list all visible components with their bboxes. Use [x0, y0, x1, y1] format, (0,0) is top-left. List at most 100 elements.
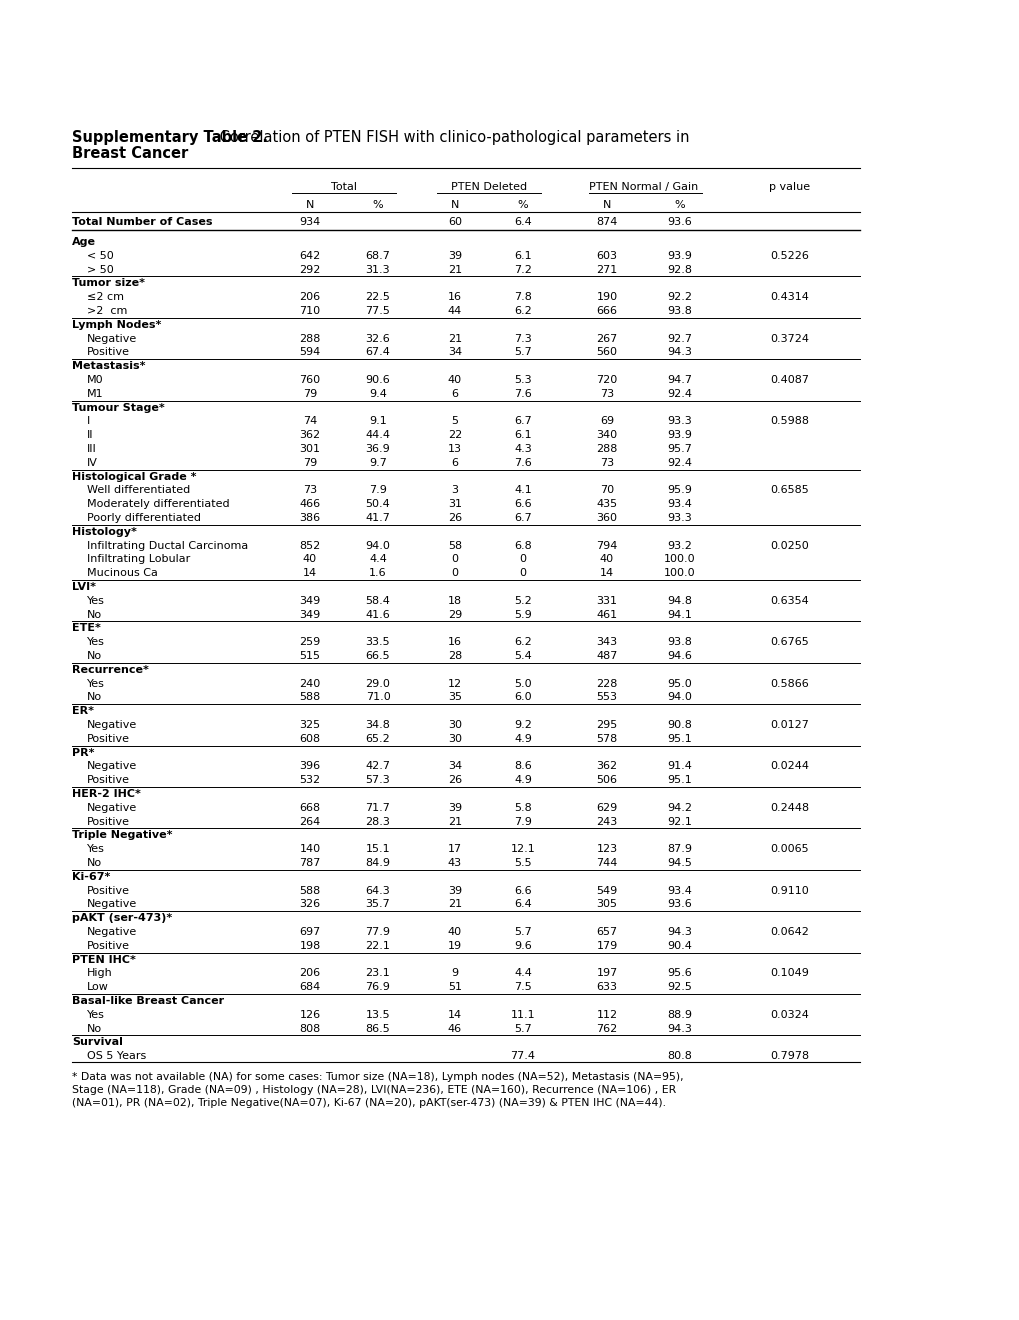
- Text: 5.7: 5.7: [514, 927, 531, 937]
- Text: 762: 762: [596, 1023, 618, 1034]
- Text: 93.6: 93.6: [667, 899, 692, 909]
- Text: 6.6: 6.6: [514, 886, 531, 895]
- Text: 43: 43: [447, 858, 462, 869]
- Text: Negative: Negative: [87, 762, 138, 771]
- Text: 386: 386: [300, 513, 320, 523]
- Text: 12: 12: [447, 678, 462, 689]
- Text: 1.6: 1.6: [369, 568, 386, 578]
- Text: Triple Negative*: Triple Negative*: [72, 830, 172, 841]
- Text: 87.9: 87.9: [666, 845, 692, 854]
- Text: 787: 787: [299, 858, 320, 869]
- Text: 74: 74: [303, 416, 317, 426]
- Text: 14: 14: [447, 1010, 462, 1020]
- Text: 93.3: 93.3: [667, 513, 692, 523]
- Text: 4.9: 4.9: [514, 775, 532, 785]
- Text: 0.0324: 0.0324: [769, 1010, 809, 1020]
- Text: 21: 21: [447, 264, 462, 275]
- Text: 94.3: 94.3: [666, 927, 692, 937]
- Text: 179: 179: [596, 941, 618, 950]
- Text: 6.1: 6.1: [514, 430, 531, 440]
- Text: Moderately differentiated: Moderately differentiated: [87, 499, 229, 510]
- Text: 874: 874: [596, 216, 618, 227]
- Text: Negative: Negative: [87, 334, 138, 343]
- Text: 40: 40: [447, 927, 462, 937]
- Text: 608: 608: [300, 734, 320, 743]
- Text: 0: 0: [519, 554, 526, 565]
- Text: 5: 5: [451, 416, 459, 426]
- Text: 7.2: 7.2: [514, 264, 532, 275]
- Text: 94.3: 94.3: [666, 1023, 692, 1034]
- Text: 6.4: 6.4: [514, 899, 531, 909]
- Text: M1: M1: [87, 389, 104, 399]
- Text: Yes: Yes: [87, 845, 105, 854]
- Text: 70: 70: [599, 486, 613, 495]
- Text: 7.9: 7.9: [514, 817, 532, 826]
- Text: 126: 126: [300, 1010, 320, 1020]
- Text: 7.8: 7.8: [514, 292, 532, 302]
- Text: 6.6: 6.6: [514, 499, 531, 510]
- Text: 206: 206: [300, 969, 320, 978]
- Text: 603: 603: [596, 251, 616, 261]
- Text: III: III: [87, 444, 97, 454]
- Text: 7.6: 7.6: [514, 389, 531, 399]
- Text: 77.9: 77.9: [365, 927, 390, 937]
- Text: 42.7: 42.7: [365, 762, 390, 771]
- Text: 588: 588: [300, 693, 320, 702]
- Text: 68.7: 68.7: [365, 251, 390, 261]
- Text: 697: 697: [300, 927, 320, 937]
- Text: 86.5: 86.5: [365, 1023, 390, 1034]
- Text: 30: 30: [447, 734, 462, 743]
- Text: 28.3: 28.3: [365, 817, 390, 826]
- Text: 93.8: 93.8: [666, 638, 692, 647]
- Text: 34: 34: [447, 762, 462, 771]
- Text: 33.5: 33.5: [366, 638, 390, 647]
- Text: 91.4: 91.4: [666, 762, 692, 771]
- Text: Correlation of PTEN FISH with clinico-pathological parameters in: Correlation of PTEN FISH with clinico-pa…: [215, 129, 689, 145]
- Text: Negative: Negative: [87, 899, 138, 909]
- Text: 0.9110: 0.9110: [770, 886, 809, 895]
- Text: 50.4: 50.4: [365, 499, 390, 510]
- Text: N: N: [602, 201, 610, 210]
- Text: p value: p value: [768, 182, 810, 191]
- Text: 325: 325: [300, 719, 320, 730]
- Text: 92.1: 92.1: [666, 817, 692, 826]
- Text: No: No: [87, 610, 102, 619]
- Text: 5.7: 5.7: [514, 1023, 531, 1034]
- Text: 64.3: 64.3: [365, 886, 390, 895]
- Text: 32.6: 32.6: [365, 334, 390, 343]
- Text: 21: 21: [447, 817, 462, 826]
- Text: 4.4: 4.4: [514, 969, 532, 978]
- Text: 506: 506: [596, 775, 616, 785]
- Text: 26: 26: [447, 775, 462, 785]
- Text: 4.1: 4.1: [514, 486, 531, 495]
- Text: 31: 31: [447, 499, 462, 510]
- Text: II: II: [87, 430, 94, 440]
- Text: 0.3724: 0.3724: [769, 334, 809, 343]
- Text: %: %: [372, 201, 383, 210]
- Text: ER*: ER*: [72, 706, 94, 717]
- Text: 94.0: 94.0: [365, 541, 390, 550]
- Text: 5.9: 5.9: [514, 610, 531, 619]
- Text: 360: 360: [596, 513, 616, 523]
- Text: Well differentiated: Well differentiated: [87, 486, 191, 495]
- Text: 30: 30: [447, 719, 462, 730]
- Text: 5.4: 5.4: [514, 651, 531, 661]
- Text: 6: 6: [451, 389, 459, 399]
- Text: 84.9: 84.9: [365, 858, 390, 869]
- Text: 0.7978: 0.7978: [769, 1051, 809, 1061]
- Text: 92.8: 92.8: [666, 264, 692, 275]
- Text: 288: 288: [299, 334, 320, 343]
- Text: 6.2: 6.2: [514, 638, 531, 647]
- Text: 11.1: 11.1: [511, 1010, 535, 1020]
- Text: 93.6: 93.6: [667, 216, 692, 227]
- Text: Negative: Negative: [87, 927, 138, 937]
- Text: 435: 435: [596, 499, 616, 510]
- Text: 0.6585: 0.6585: [770, 486, 809, 495]
- Text: Stage (NA=118), Grade (NA=09) , Histology (NA=28), LVI(NA=236), ETE (NA=160), Re: Stage (NA=118), Grade (NA=09) , Histolog…: [72, 1085, 676, 1096]
- Text: 206: 206: [300, 292, 320, 302]
- Text: 13.5: 13.5: [366, 1010, 390, 1020]
- Text: 93.4: 93.4: [666, 886, 692, 895]
- Text: 40: 40: [303, 554, 317, 565]
- Text: 23.1: 23.1: [365, 969, 390, 978]
- Text: 0.6354: 0.6354: [770, 595, 809, 606]
